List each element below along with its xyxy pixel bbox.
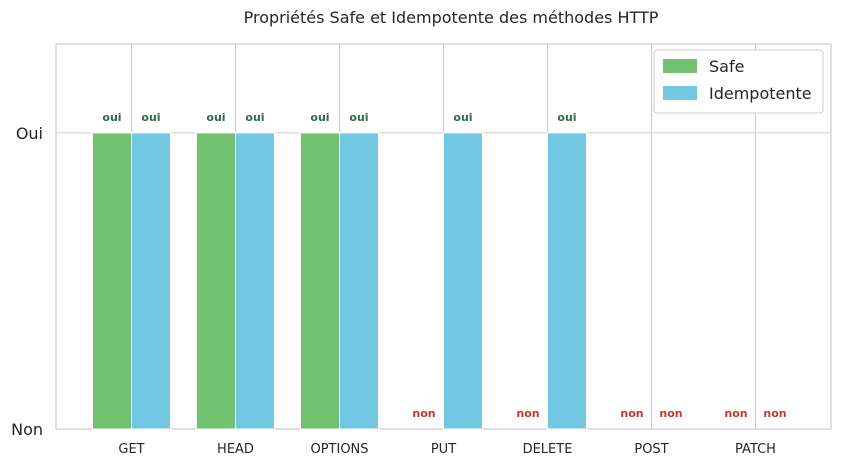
x-tick-put: PUT: [431, 442, 456, 457]
value-label-safe-put: non: [412, 407, 435, 420]
value-label-safe-delete: non: [516, 407, 539, 420]
bar-idempotente-head: [235, 132, 275, 430]
value-label-safe-head: oui: [206, 111, 225, 124]
value-label-idempotente-get: oui: [141, 111, 160, 124]
bar-idempotente-put: [443, 132, 483, 430]
value-label-safe-post: non: [620, 407, 643, 420]
bar-safe-options: [300, 132, 340, 430]
legend-swatch-safe: [663, 59, 697, 73]
value-label-safe-get: oui: [102, 111, 121, 124]
bar-idempotente-delete: [547, 132, 587, 430]
legend-label-idempotente: Idempotente: [709, 84, 812, 103]
value-label-idempotente-delete: oui: [557, 111, 576, 124]
x-tick-patch: PATCH: [735, 442, 776, 457]
bar-idempotente-get: [131, 132, 171, 430]
y-tick-oui: Oui: [16, 124, 43, 143]
x-tick-head: HEAD: [217, 442, 254, 457]
chart-title: Propriétés Safe et Idempotente des métho…: [244, 8, 659, 27]
y-tick-non: Non: [11, 420, 43, 439]
value-label-idempotente-head: oui: [245, 111, 264, 124]
x-tick-options: OPTIONS: [310, 442, 368, 457]
x-tick-delete: DELETE: [523, 442, 573, 457]
legend-label-safe: Safe: [709, 57, 744, 76]
value-labels: oui oui oui non non non non oui oui oui oui oui non n…: [102, 111, 786, 420]
value-label-safe-options: oui: [310, 111, 329, 124]
x-tick-post: POST: [634, 442, 668, 457]
value-label-idempotente-patch: non: [763, 407, 786, 420]
value-label-safe-patch: non: [724, 407, 747, 420]
x-axis-ticks: GET HEAD OPTIONS PUT DELETE POST PATCH: [118, 442, 776, 457]
x-tick-get: GET: [118, 442, 144, 457]
legend: Safe Idempotente: [653, 49, 824, 114]
bar-idempotente-options: [339, 132, 379, 430]
bars: [92, 132, 587, 430]
value-label-idempotente-put: oui: [453, 111, 472, 124]
bar-safe-get: [92, 132, 132, 430]
y-axis-ticks: Non Oui: [11, 124, 43, 439]
bar-safe-head: [196, 132, 236, 430]
value-label-idempotente-post: non: [659, 407, 682, 420]
value-label-idempotente-options: oui: [349, 111, 368, 124]
legend-swatch-idempotente: [663, 86, 697, 100]
